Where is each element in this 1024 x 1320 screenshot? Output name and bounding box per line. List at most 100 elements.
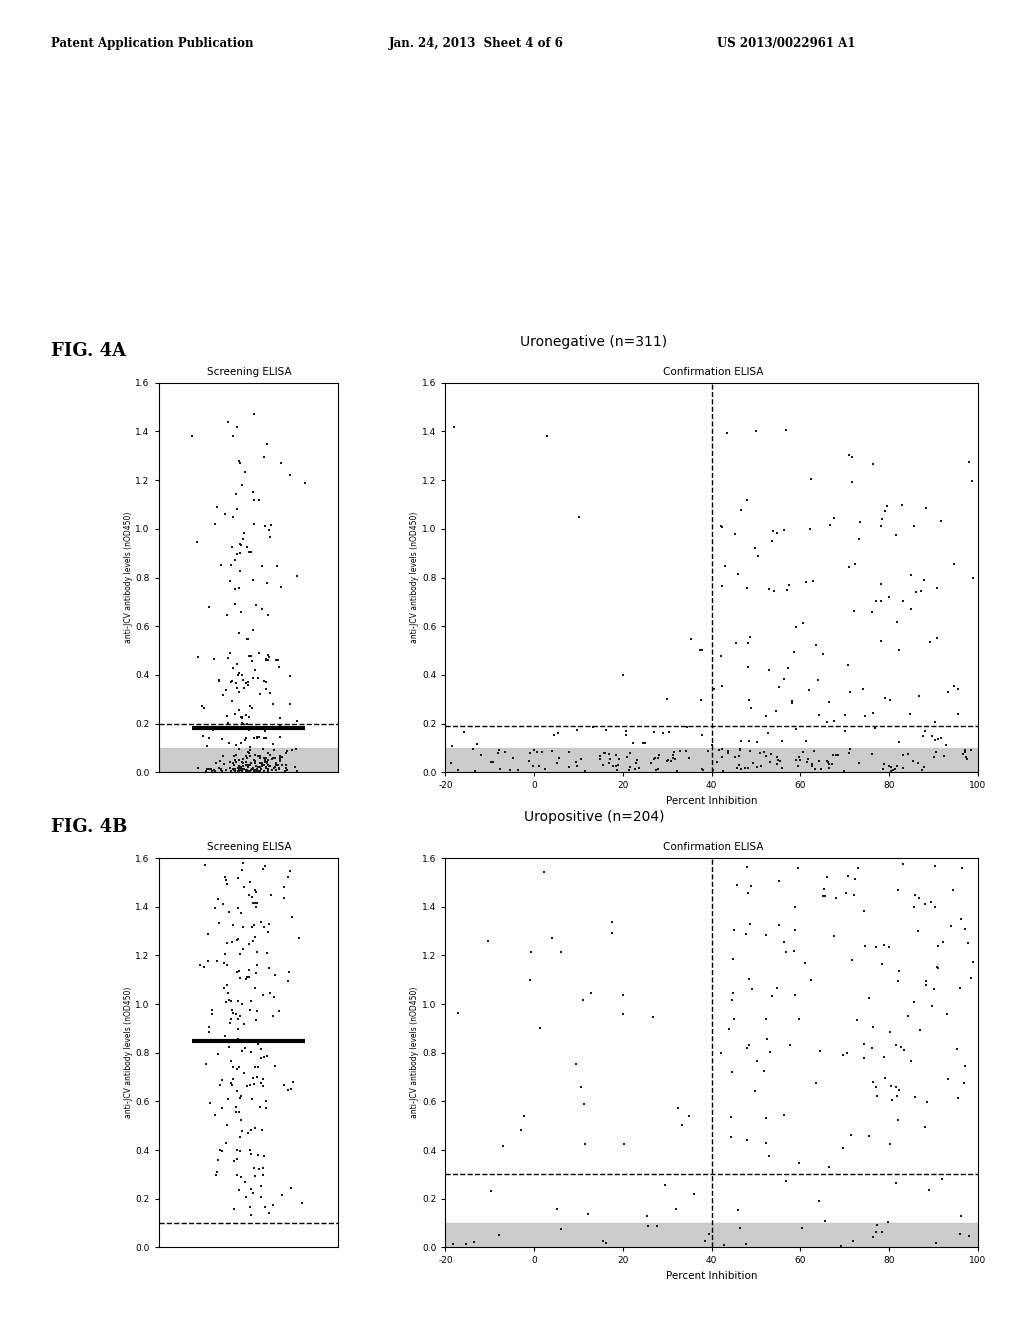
Point <box>812 1040 828 1061</box>
Point <box>197 957 213 978</box>
Point <box>268 755 285 776</box>
Point <box>888 1034 904 1055</box>
Text: Jan. 24, 2013  Sheet 4 of 6: Jan. 24, 2013 Sheet 4 of 6 <box>389 37 564 50</box>
Point <box>741 913 758 935</box>
Point <box>230 664 247 685</box>
Point <box>893 1036 909 1057</box>
Point <box>243 1179 259 1200</box>
Point <box>258 942 274 964</box>
Point <box>842 739 858 760</box>
Point <box>955 1072 972 1093</box>
Point <box>827 888 844 909</box>
Point <box>266 747 283 768</box>
Point <box>223 671 240 692</box>
Point <box>490 739 507 760</box>
Point <box>959 748 976 770</box>
Point <box>214 729 230 750</box>
Point <box>750 731 766 752</box>
Point <box>872 590 889 611</box>
Point <box>770 750 786 771</box>
Text: Uronegative (n=311): Uronegative (n=311) <box>520 335 668 348</box>
Point <box>850 857 866 878</box>
Point <box>224 1074 241 1096</box>
Point <box>943 915 959 936</box>
Point <box>231 700 248 721</box>
Point <box>790 857 806 878</box>
Point <box>210 758 226 779</box>
Point <box>906 516 923 537</box>
Point <box>725 982 741 1003</box>
Point <box>750 1051 766 1072</box>
Point <box>963 968 979 989</box>
Point <box>902 565 919 586</box>
Point <box>278 755 294 776</box>
Point <box>865 1016 882 1038</box>
Point <box>257 855 273 876</box>
Point <box>608 759 625 780</box>
Point <box>728 632 744 653</box>
Point <box>234 755 251 776</box>
Point <box>849 1010 865 1031</box>
Point <box>497 742 513 763</box>
Point <box>270 656 287 677</box>
Point <box>534 742 550 763</box>
Point <box>223 1072 240 1093</box>
Point <box>714 516 730 537</box>
Point <box>233 756 250 777</box>
Point <box>241 706 257 727</box>
Point <box>200 758 216 779</box>
Point <box>241 645 257 667</box>
Point <box>245 759 261 780</box>
Point <box>774 730 791 751</box>
Point <box>961 1225 977 1246</box>
Point <box>253 1039 269 1060</box>
Point <box>473 744 489 766</box>
Point <box>768 701 784 722</box>
Point <box>210 1044 226 1065</box>
Point <box>816 886 833 907</box>
Point <box>733 758 750 779</box>
Point <box>253 1187 269 1208</box>
Point <box>226 755 243 776</box>
Point <box>207 898 223 919</box>
Point <box>877 500 893 521</box>
Point <box>248 962 264 983</box>
Point <box>252 746 268 767</box>
Point <box>283 1078 299 1100</box>
Point <box>799 730 815 751</box>
Point <box>577 1134 593 1155</box>
Point <box>895 744 911 766</box>
Point <box>245 482 261 503</box>
Point <box>258 678 274 700</box>
Point <box>246 759 262 780</box>
Point <box>873 1221 890 1242</box>
Point <box>798 572 814 593</box>
Point <box>963 739 979 760</box>
Point <box>864 1072 881 1093</box>
Point <box>625 733 641 754</box>
Point <box>265 1006 282 1027</box>
Point <box>227 704 244 725</box>
Point <box>212 751 228 772</box>
Point <box>223 671 240 692</box>
Point <box>202 1092 218 1113</box>
Point <box>635 733 651 754</box>
Text: Screening ELISA: Screening ELISA <box>207 842 291 853</box>
Point <box>260 759 276 780</box>
Point <box>228 929 245 950</box>
Point <box>933 727 949 748</box>
Point <box>445 1234 462 1255</box>
Y-axis label: anti-JCV antibody levels (nOD450): anti-JCV antibody levels (nOD450) <box>124 512 132 643</box>
Point <box>930 729 946 750</box>
Point <box>895 758 911 779</box>
Point <box>639 1216 655 1237</box>
Point <box>823 752 840 774</box>
Point <box>758 706 774 727</box>
Point <box>843 1125 859 1146</box>
Point <box>252 911 268 932</box>
Point <box>873 630 890 651</box>
Point <box>269 649 286 671</box>
Point <box>223 990 240 1011</box>
Point <box>274 755 291 776</box>
Point <box>645 748 662 770</box>
